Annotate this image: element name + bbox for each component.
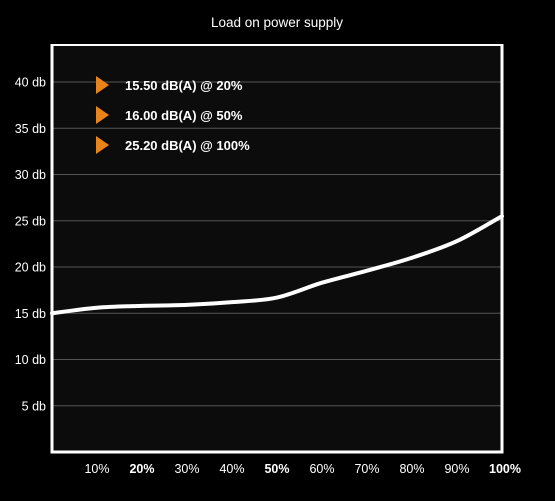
- y-tick-label: 20 db: [15, 261, 46, 275]
- axes: [50, 44, 504, 454]
- y-tick-label: 10 db: [15, 353, 46, 367]
- y-tick-label: 15 db: [15, 307, 46, 321]
- annotation-label: 16.00 dB(A) @ 50%: [125, 108, 243, 123]
- x-tick-label: 50%: [264, 462, 289, 476]
- y-axis-tick-labels: 5 db 10 db 15 db 20 db 25 db 30 db 35 db 40 db: [15, 76, 46, 414]
- annotation-label: 15.50 dB(A) @ 20%: [125, 78, 243, 93]
- y-tick-label: 5 db: [22, 399, 46, 413]
- x-tick-label: 10%: [84, 462, 109, 476]
- y-tick-label: 40 db: [15, 76, 46, 90]
- x-tick-label: 20%: [129, 462, 154, 476]
- noise-series-line: [50, 214, 504, 316]
- annotation-label: 25.20 dB(A) @ 100%: [125, 138, 250, 153]
- x-tick-label: 60%: [309, 462, 334, 476]
- x-tick-label: 40%: [219, 462, 244, 476]
- grid-lines: [52, 81, 502, 407]
- chart-title: Load on power supply: [211, 15, 343, 30]
- plot-area: [52, 45, 502, 452]
- x-tick-label: 90%: [444, 462, 469, 476]
- y-tick-label: 35 db: [15, 122, 46, 136]
- x-tick-label: 80%: [399, 462, 424, 476]
- series-layer: [50, 214, 504, 316]
- x-axis-tick-labels: 10% 20% 30% 40% 50% 60% 70% 80% 90% 100%: [84, 462, 521, 476]
- annotation-marker-icon: [96, 136, 109, 154]
- x-tick-label: 30%: [174, 462, 199, 476]
- y-tick-label: 30 db: [15, 168, 46, 182]
- x-tick-label: 100%: [489, 462, 521, 476]
- annotation-marker-icon: [96, 106, 109, 124]
- annotation-marker-icon: [96, 76, 109, 94]
- legend-annotations: 15.50 dB(A) @ 20% 16.00 dB(A) @ 50% 25.20 …: [96, 76, 250, 154]
- y-tick-label: 25 db: [15, 214, 46, 228]
- x-tick-label: 70%: [354, 462, 379, 476]
